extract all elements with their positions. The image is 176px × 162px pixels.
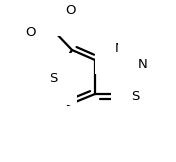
Text: S: S [49, 73, 57, 86]
Text: N: N [138, 58, 148, 70]
Text: N: N [115, 41, 125, 54]
Text: O: O [25, 25, 35, 39]
Text: O: O [66, 4, 76, 17]
Text: S: S [131, 89, 139, 103]
